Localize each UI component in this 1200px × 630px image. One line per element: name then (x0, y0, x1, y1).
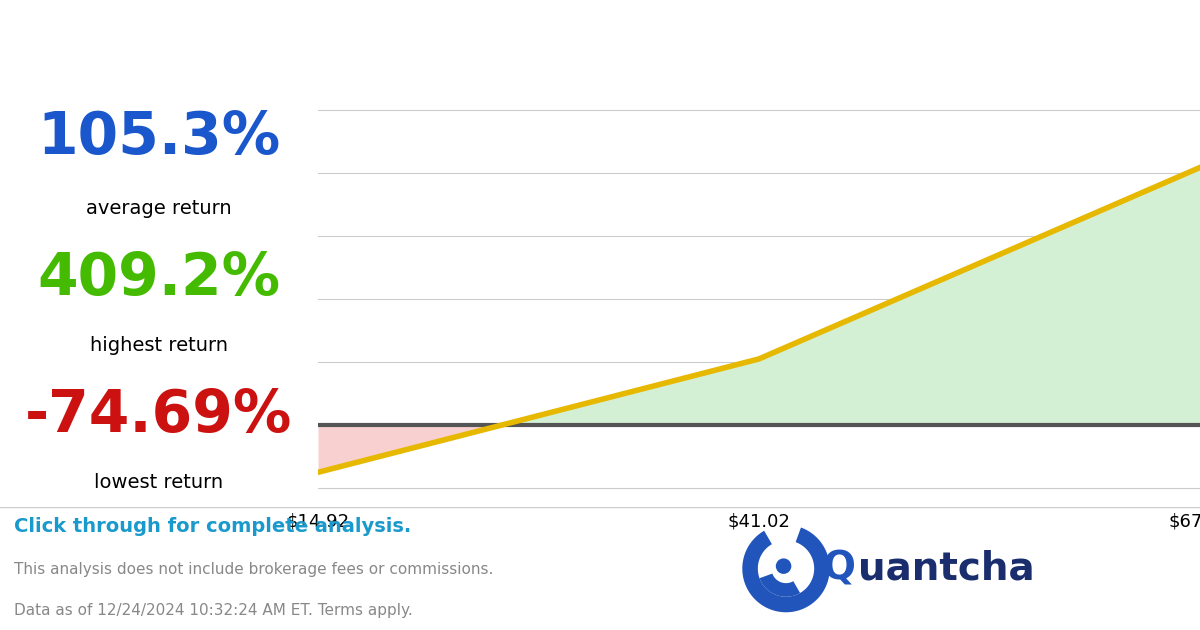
Text: lowest return: lowest return (95, 473, 223, 492)
Text: uantcha: uantcha (858, 549, 1034, 588)
Polygon shape (760, 573, 800, 597)
Circle shape (773, 555, 799, 582)
Polygon shape (743, 527, 829, 612)
Text: -74.69%: -74.69% (25, 387, 293, 444)
Text: average return: average return (86, 198, 232, 218)
Text: This analysis does not include brokerage fees or commissions.: This analysis does not include brokerage… (14, 563, 493, 578)
Text: Q: Q (823, 549, 856, 588)
Text: YIELDMAX MSTR OPTION INCOME STRATEGY ETF: YIELDMAX MSTR OPTION INCOME STRATEGY ETF (14, 18, 1153, 59)
Circle shape (776, 558, 791, 574)
Text: 409.2%: 409.2% (37, 250, 281, 307)
Text: Data as of 12/24/2024 10:32:24 AM ET. Terms apply.: Data as of 12/24/2024 10:32:24 AM ET. Te… (14, 603, 413, 618)
Text: 105.3%: 105.3% (37, 109, 281, 166)
Text: highest return: highest return (90, 336, 228, 355)
Text: Synthetic Long Stock analysis for $15.07-$66.45 model on 18-Jul-2025: Synthetic Long Stock analysis for $15.07… (14, 38, 670, 61)
Text: Click through for complete analysis.: Click through for complete analysis. (14, 517, 412, 536)
